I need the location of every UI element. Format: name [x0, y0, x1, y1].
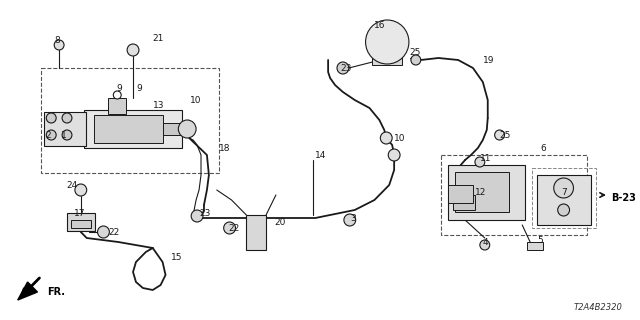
Bar: [44, 112, 86, 146]
Circle shape: [365, 20, 409, 64]
Circle shape: [380, 132, 392, 144]
Circle shape: [127, 44, 139, 56]
Circle shape: [554, 178, 573, 198]
Circle shape: [495, 130, 504, 140]
Circle shape: [475, 157, 484, 167]
Text: 6: 6: [540, 143, 546, 153]
Bar: [246, 215, 266, 250]
Text: 22: 22: [228, 223, 240, 233]
Circle shape: [337, 62, 349, 74]
Text: 22: 22: [108, 228, 120, 236]
Text: 5: 5: [537, 236, 543, 244]
Text: 21: 21: [153, 34, 164, 43]
Circle shape: [46, 130, 56, 140]
Text: 16: 16: [374, 20, 386, 29]
Text: 19: 19: [483, 55, 494, 65]
Bar: [527, 242, 543, 250]
Text: 17: 17: [74, 209, 85, 218]
Text: T2A4B2320: T2A4B2320: [574, 303, 623, 312]
Circle shape: [46, 113, 56, 123]
Bar: [163, 123, 188, 135]
Circle shape: [97, 226, 109, 238]
Bar: [42, 68, 219, 173]
Circle shape: [411, 55, 420, 65]
Text: 15: 15: [170, 253, 182, 262]
Text: 20: 20: [274, 218, 285, 227]
Text: 25: 25: [409, 47, 420, 57]
Text: 14: 14: [316, 150, 326, 159]
Bar: [442, 155, 588, 235]
Text: 23: 23: [340, 63, 351, 73]
Text: 8: 8: [54, 36, 60, 44]
Text: 2: 2: [45, 131, 51, 140]
Text: 10: 10: [190, 95, 202, 105]
Bar: [532, 168, 596, 228]
Circle shape: [557, 204, 570, 216]
Bar: [93, 115, 163, 143]
Text: 9: 9: [136, 84, 141, 92]
Circle shape: [62, 130, 72, 140]
Circle shape: [113, 91, 121, 99]
Text: 10: 10: [394, 133, 406, 142]
Text: 24: 24: [66, 180, 77, 189]
Text: 12: 12: [475, 188, 486, 196]
Text: 13: 13: [153, 100, 164, 109]
Text: 3: 3: [350, 213, 356, 222]
Text: FR.: FR.: [47, 287, 65, 297]
Text: B-23: B-23: [611, 193, 636, 203]
Circle shape: [480, 240, 490, 250]
Text: 4: 4: [483, 237, 488, 246]
Bar: [455, 172, 509, 212]
Circle shape: [191, 210, 203, 222]
Bar: [67, 213, 95, 231]
Text: 1: 1: [61, 131, 67, 140]
Text: 18: 18: [219, 143, 230, 153]
Text: 11: 11: [480, 154, 492, 163]
Circle shape: [62, 113, 72, 123]
Bar: [537, 175, 591, 225]
Circle shape: [179, 120, 196, 138]
Bar: [449, 185, 473, 203]
Bar: [108, 98, 126, 114]
Bar: [453, 195, 475, 210]
Text: 23: 23: [199, 209, 211, 218]
Circle shape: [223, 222, 236, 234]
Bar: [71, 220, 91, 228]
Bar: [449, 165, 525, 220]
Circle shape: [344, 214, 356, 226]
Text: 7: 7: [562, 188, 568, 196]
Bar: [84, 110, 182, 148]
Circle shape: [54, 40, 64, 50]
Circle shape: [388, 149, 400, 161]
Circle shape: [75, 184, 86, 196]
Polygon shape: [18, 282, 38, 300]
Text: 9: 9: [116, 84, 122, 92]
Bar: [372, 55, 402, 65]
Text: 25: 25: [500, 131, 511, 140]
